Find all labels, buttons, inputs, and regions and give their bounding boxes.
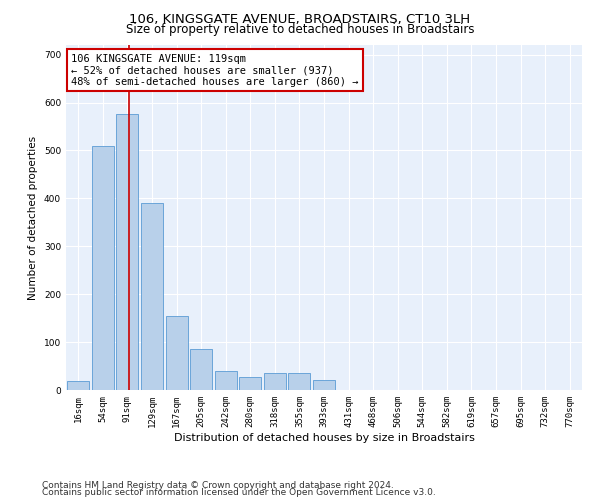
Bar bbox=[239, 376, 262, 390]
Text: Contains public sector information licensed under the Open Government Licence v3: Contains public sector information licen… bbox=[42, 488, 436, 497]
Bar bbox=[264, 373, 286, 390]
Text: Size of property relative to detached houses in Broadstairs: Size of property relative to detached ho… bbox=[126, 22, 474, 36]
Bar bbox=[289, 373, 310, 390]
Text: Contains HM Land Registry data © Crown copyright and database right 2024.: Contains HM Land Registry data © Crown c… bbox=[42, 480, 394, 490]
Bar bbox=[313, 380, 335, 390]
X-axis label: Distribution of detached houses by size in Broadstairs: Distribution of detached houses by size … bbox=[173, 432, 475, 442]
Text: 106, KINGSGATE AVENUE, BROADSTAIRS, CT10 3LH: 106, KINGSGATE AVENUE, BROADSTAIRS, CT10… bbox=[130, 12, 470, 26]
Bar bbox=[92, 146, 114, 390]
Text: 106 KINGSGATE AVENUE: 119sqm
← 52% of detached houses are smaller (937)
48% of s: 106 KINGSGATE AVENUE: 119sqm ← 52% of de… bbox=[71, 54, 359, 87]
Bar bbox=[67, 382, 89, 390]
Bar bbox=[116, 114, 139, 390]
Y-axis label: Number of detached properties: Number of detached properties bbox=[28, 136, 38, 300]
Bar bbox=[166, 316, 188, 390]
Bar bbox=[190, 350, 212, 390]
Bar bbox=[141, 203, 163, 390]
Bar bbox=[215, 371, 237, 390]
